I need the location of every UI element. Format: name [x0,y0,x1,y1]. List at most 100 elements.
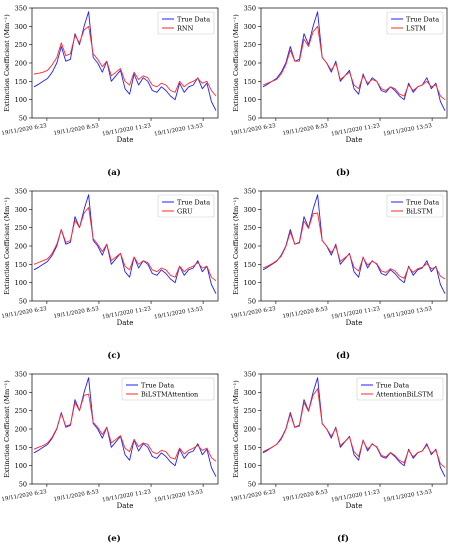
x-tick-label: 19/11/2020 6:23 [1,123,48,137]
y-tick-label: 50 [248,298,256,306]
x-tick-label: 19/11/2020 6:23 [1,489,48,503]
y-tick-label: 350 [244,371,256,379]
legend-entry: True Data [177,16,210,24]
y-tick-label: 300 [244,206,256,214]
legend-entry: BiLSTMAttention [141,391,198,399]
x-tick-label: 19/11/2020 8:53 [53,489,100,503]
x-axis-title: Date [346,136,363,144]
y-tick-label: 50 [248,481,256,489]
x-axis-title: Date [346,502,363,510]
x-tick-label: 19/11/2020 13:53 [154,489,204,504]
legend-entry: True Data [406,16,439,24]
y-tick-label: 250 [15,407,27,415]
chart-panel-6: 50 100 150 200 250 300 350 19/11/2020 6:23 19/11… [230,371,448,544]
y-tick-label: 200 [15,426,27,434]
x-axis-title: Date [117,502,134,510]
y-axis-title: Extinction Coefficient (Mm⁻¹) [232,14,240,112]
y-tick-label: 100 [244,279,256,287]
y-tick-label: 200 [15,243,27,251]
series-line-prediction [33,25,217,97]
y-tick-label: 100 [244,96,256,104]
y-tick-label: 150 [15,444,27,452]
chart-panel-2: 50 100 150 200 250 300 350 19/11/2020 6:23 19/11… [230,5,448,178]
legend-box [356,377,444,401]
y-tick-label: 300 [15,206,27,214]
x-tick-label: 19/11/2020 8:53 [53,123,100,137]
y-tick-label: 250 [15,224,27,232]
y-tick-label: 100 [244,462,256,470]
y-tick-label: 200 [244,243,256,251]
y-tick-label: 300 [15,389,27,397]
chart-panel-4: 50 100 150 200 250 300 350 19/11/2020 6:23 19/11… [230,188,448,361]
x-tick-label: 19/11/2020 13:53 [383,123,433,138]
x-tick-label: 19/11/2020 13:53 [154,306,204,321]
y-tick-label: 50 [19,115,27,123]
x-tick-label: 19/11/2020 13:53 [154,123,204,138]
y-tick-label: 50 [248,115,256,123]
y-tick-label: 300 [244,23,256,31]
legend-box [121,377,215,401]
y-tick-label: 50 [19,298,27,306]
y-tick-label: 100 [15,462,27,470]
legend-entry: True Data [376,382,409,390]
panel-label: (e) [107,533,120,544]
x-tick-label: 19/11/2020 8:53 [282,306,329,320]
y-tick-label: 300 [15,23,27,31]
legend-entry: AttentionBiLSTM [375,391,434,399]
y-tick-label: 150 [15,261,27,269]
x-tick-label: 19/11/2020 13:53 [383,489,433,504]
panel-label: (b) [336,167,350,178]
panel-label: (a) [107,167,121,178]
legend-entry: True Data [141,382,174,390]
x-tick-label: 19/11/2020 8:53 [282,123,329,137]
x-tick-label: 19/11/2020 8:53 [282,489,329,503]
x-tick-label: 19/11/2020 6:23 [230,306,277,320]
y-tick-label: 250 [244,224,256,232]
y-tick-label: 350 [15,188,27,196]
x-axis-title: Date [346,319,363,327]
chart-panel-1: 50 100 150 200 250 300 350 19/11/2020 6:23 19/11… [1,5,219,178]
series-line-prediction [33,207,217,282]
x-tick-label: 19/11/2020 6:23 [230,489,277,503]
y-tick-label: 350 [244,188,256,196]
y-tick-label: 200 [15,60,27,68]
legend-entry: BiLSTM [406,208,433,216]
panel-label: (c) [107,350,120,361]
y-tick-label: 350 [15,371,27,379]
x-tick-label: 19/11/2020 13:53 [383,306,433,321]
y-axis-title: Extinction Coefficient (Mm⁻¹) [3,197,11,295]
y-axis-title: Extinction Coefficient (Mm⁻¹) [3,14,11,112]
y-tick-label: 350 [244,5,256,13]
chart-panel-3: 50 100 150 200 250 300 350 19/11/2020 6:23 19/11… [1,188,219,361]
chart-panel-5: 50 100 150 200 250 300 350 19/11/2020 6:23 19/11… [1,371,219,544]
y-tick-label: 150 [244,444,256,452]
x-tick-label: 19/11/2020 6:23 [1,306,48,320]
panel-label: (d) [336,350,350,361]
x-tick-label: 19/11/2020 6:23 [230,123,277,137]
legend-entry: True Data [406,199,439,207]
y-axis-title: Extinction Coefficient (Mm⁻¹) [232,197,240,295]
series-line-prediction [33,393,217,462]
y-tick-label: 150 [15,78,27,86]
y-tick-label: 100 [15,96,27,104]
legend-entry: RNN [177,25,194,33]
y-tick-label: 300 [244,389,256,397]
legend-entry: True Data [177,199,210,207]
y-tick-label: 200 [244,60,256,68]
series-line-prediction [262,388,446,468]
y-tick-label: 150 [244,261,256,269]
x-tick-label: 19/11/2020 8:53 [53,306,100,320]
y-tick-label: 250 [15,41,27,49]
y-tick-label: 200 [244,426,256,434]
x-axis-title: Date [117,136,134,144]
panel-label: (f) [337,533,349,544]
series-line-true-data [33,11,217,111]
y-axis-title: Extinction Coefficient (Mm⁻¹) [232,380,240,478]
x-axis-title: Date [117,319,134,327]
y-tick-label: 50 [19,481,27,489]
legend-entry: GRU [177,208,193,216]
y-axis-title: Extinction Coefficient (Mm⁻¹) [3,380,11,478]
y-tick-label: 250 [244,407,256,415]
series-line-prediction [262,212,446,280]
